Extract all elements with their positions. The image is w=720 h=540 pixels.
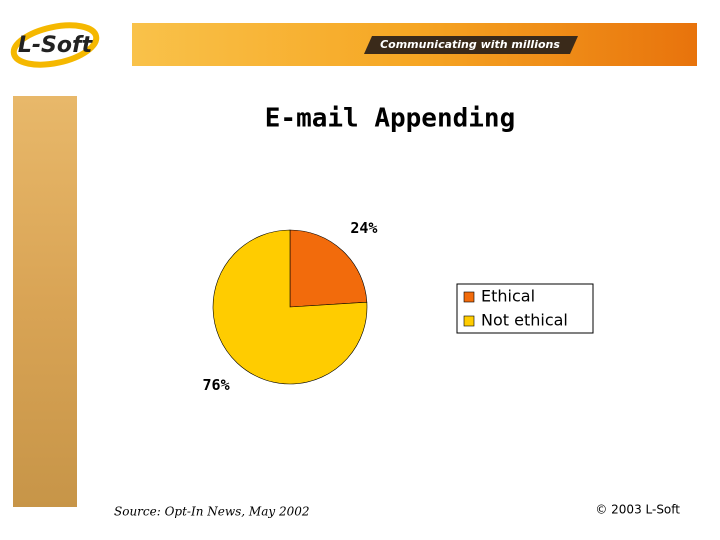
logo-text: L-Soft [18,33,94,58]
photo-strip [13,96,77,507]
tagline-bar [364,36,578,54]
chart-title: E-mail Appending [265,104,515,134]
legend-swatch [463,315,475,327]
legend-swatch [463,291,475,303]
logo: L-Soft [10,22,100,68]
copyright: © 2003 L-Soft [595,503,680,517]
pie-slice [212,229,368,385]
legend-label: Not ethical [481,311,568,330]
value-label: 76% [203,376,230,394]
legend [456,283,594,334]
value-label: 24% [350,219,377,237]
pie-slice [289,229,368,308]
tagline: Communicating with millions [380,38,560,51]
source: Source: Opt-In News, May 2002 [114,505,310,519]
legend-label: Ethical [481,287,535,306]
